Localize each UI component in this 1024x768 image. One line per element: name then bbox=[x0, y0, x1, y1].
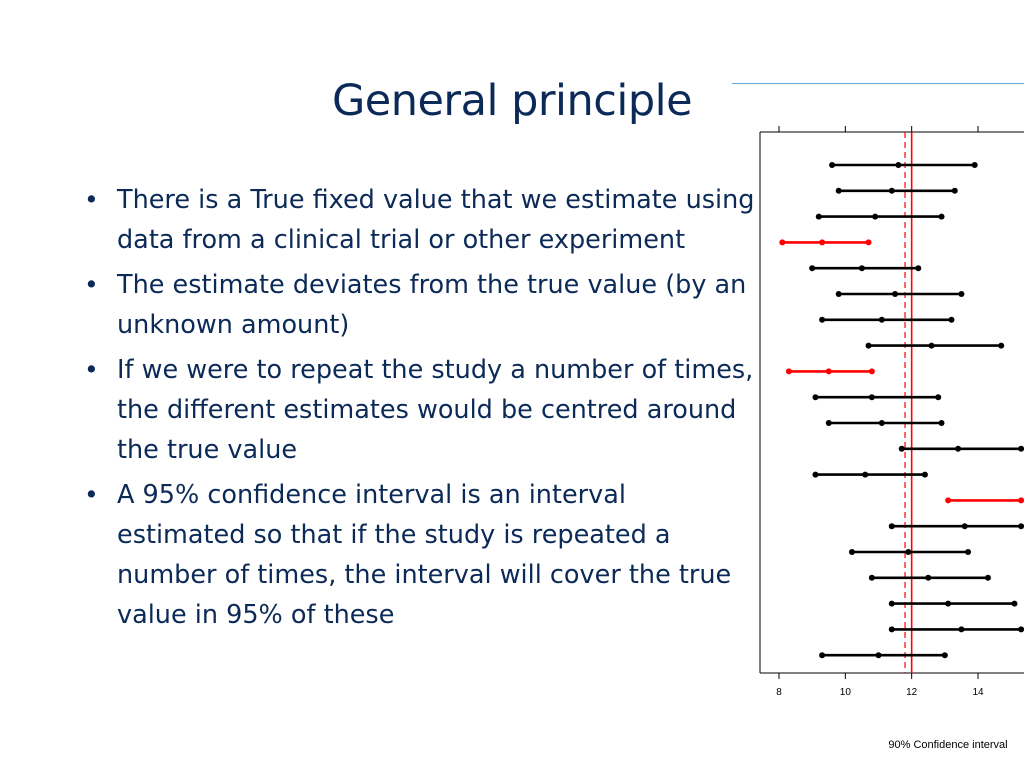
bullet-list: • There is a True fixed value that we est… bbox=[80, 180, 760, 640]
bullet-dot-icon: • bbox=[84, 355, 99, 384]
bullet-text-3: If we were to repeat the study a number … bbox=[117, 355, 754, 465]
interval-5-estimate bbox=[858, 265, 865, 272]
interval-20-estimate bbox=[875, 652, 882, 659]
interval-8-estimate bbox=[928, 342, 935, 349]
bullet-text-2: The estimate deviates from the true valu… bbox=[117, 270, 747, 340]
interval-4-estimate bbox=[819, 239, 826, 246]
interval-9-upper bbox=[868, 368, 875, 375]
interval-16-lower bbox=[848, 549, 855, 555]
tick-label-14: 14 bbox=[972, 687, 984, 698]
bullet-text-1: There is a True fixed value that we esti… bbox=[117, 185, 755, 255]
interval-13-upper bbox=[921, 471, 928, 478]
interval-20-upper bbox=[941, 652, 948, 659]
interval-3-estimate bbox=[872, 213, 879, 220]
interval-3-lower bbox=[815, 213, 822, 220]
bullet-dot-icon: • bbox=[84, 185, 99, 214]
interval-15-upper bbox=[1018, 523, 1024, 530]
x-axis-label: 90% Confidence interval bbox=[888, 739, 1007, 751]
interval-19-lower bbox=[888, 626, 895, 633]
interval-7-lower bbox=[819, 316, 826, 323]
confidence-interval-chart: 8 10 12 14 90% Confidence interval bbox=[759, 126, 1024, 751]
interval-2-estimate bbox=[888, 187, 895, 194]
interval-12-estimate bbox=[955, 445, 962, 452]
interval-2-lower bbox=[835, 187, 842, 194]
interval-17-lower bbox=[868, 574, 875, 581]
interval-8-lower bbox=[865, 342, 872, 349]
bullet-item-2: • The estimate deviates from the true val… bbox=[80, 265, 760, 345]
interval-18-estimate bbox=[945, 600, 952, 607]
bullet-item-1: • There is a True fixed value that we est… bbox=[80, 180, 760, 260]
interval-4-upper bbox=[865, 239, 872, 246]
interval-13-lower bbox=[812, 471, 819, 478]
interval-8-upper bbox=[998, 342, 1005, 349]
interval-10-lower bbox=[812, 394, 819, 401]
interval-6-upper bbox=[958, 291, 965, 297]
interval-16-estimate bbox=[905, 549, 912, 555]
interval-5-upper bbox=[915, 265, 922, 272]
interval-13-estimate bbox=[862, 471, 869, 478]
interval-16-upper bbox=[965, 549, 972, 555]
title-rule bbox=[732, 83, 1024, 84]
interval-14-lower bbox=[945, 497, 952, 504]
interval-4-lower bbox=[779, 239, 786, 246]
interval-7-estimate bbox=[878, 316, 885, 323]
interval-7-upper bbox=[948, 316, 955, 323]
interval-15-estimate bbox=[961, 523, 968, 530]
interval-12-lower bbox=[898, 445, 905, 452]
interval-1-estimate bbox=[895, 162, 902, 168]
interval-20-lower bbox=[819, 652, 826, 659]
bullet-text-4: A 95% confidence interval is an interval… bbox=[117, 480, 732, 630]
bullet-item-3: • If we were to repeat the study a number… bbox=[80, 350, 760, 470]
interval-18-lower bbox=[888, 600, 895, 607]
interval-3-upper bbox=[938, 213, 945, 220]
interval-6-estimate bbox=[892, 291, 899, 297]
interval-9-lower bbox=[785, 368, 792, 375]
interval-6-lower bbox=[835, 291, 842, 297]
interval-19-estimate bbox=[958, 626, 965, 633]
interval-15-lower bbox=[888, 523, 895, 530]
interval-10-upper bbox=[935, 394, 942, 401]
interval-9-estimate bbox=[825, 368, 832, 375]
interval-10-estimate bbox=[868, 394, 875, 401]
interval-11-estimate bbox=[878, 420, 885, 426]
bullet-dot-icon: • bbox=[84, 270, 99, 299]
tick-label-12: 12 bbox=[906, 687, 918, 698]
interval-1-upper bbox=[971, 162, 978, 168]
interval-18-upper bbox=[1011, 600, 1018, 607]
interval-12-upper bbox=[1018, 445, 1024, 452]
interval-11-lower bbox=[825, 420, 832, 426]
tick-label-10: 10 bbox=[840, 687, 852, 698]
tick-label-8: 8 bbox=[776, 687, 782, 698]
interval-5-lower bbox=[809, 265, 816, 272]
interval-11-upper bbox=[938, 420, 945, 426]
interval-2-upper bbox=[951, 187, 958, 194]
bullet-dot-icon: • bbox=[84, 480, 99, 509]
interval-17-estimate bbox=[925, 574, 932, 581]
slide-title: General principle bbox=[331, 76, 693, 126]
interval-17-upper bbox=[984, 574, 991, 581]
bullet-item-4: • A 95% confidence interval is an interva… bbox=[80, 475, 760, 635]
interval-19-upper bbox=[1018, 626, 1024, 633]
interval-14-upper bbox=[1018, 497, 1024, 504]
interval-1-lower bbox=[829, 162, 836, 168]
